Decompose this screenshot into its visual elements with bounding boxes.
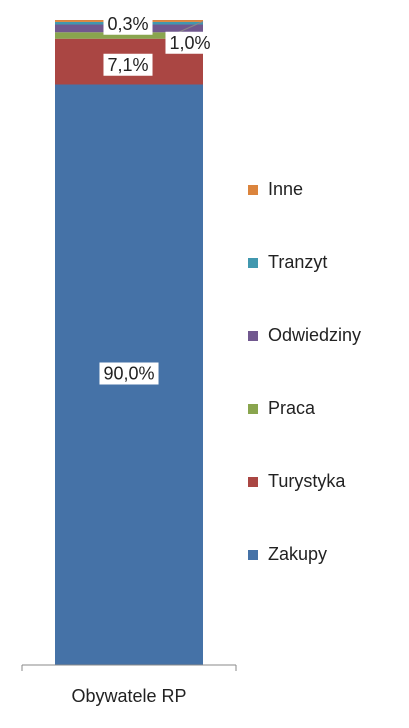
- x-tick-label: Obywatele RP: [71, 686, 186, 706]
- legend-swatch: [248, 331, 258, 341]
- data-label: 1,0%: [169, 33, 210, 53]
- label-box: [103, 12, 153, 35]
- legend-swatch: [248, 477, 258, 487]
- data-label: 0,3%: [107, 14, 148, 34]
- data-label: 7,1%: [107, 55, 148, 75]
- legend-label: Tranzyt: [268, 252, 327, 272]
- label-box: [165, 31, 215, 54]
- legend-swatch: [248, 258, 258, 268]
- legend-swatch: [248, 550, 258, 560]
- label-box: [99, 362, 159, 385]
- bar-segment: [55, 32, 203, 39]
- legend-swatch: [248, 185, 258, 195]
- label-box: [103, 53, 153, 76]
- legend-label: Inne: [268, 179, 303, 199]
- legend-swatch: [248, 404, 258, 414]
- data-label: 90,0%: [103, 364, 154, 384]
- legend-label: Zakupy: [268, 544, 327, 564]
- legend-label: Praca: [268, 398, 316, 418]
- legend-label: Turystyka: [268, 471, 346, 491]
- legend-label: Odwiedziny: [268, 325, 361, 345]
